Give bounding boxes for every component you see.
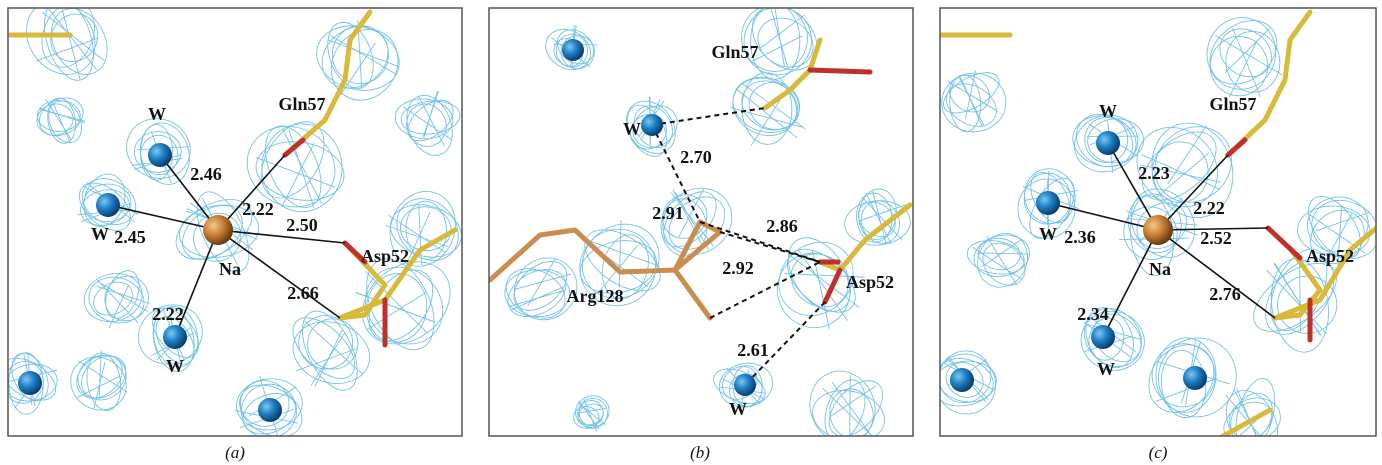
atom-label: W <box>1039 224 1057 244</box>
density-mesh <box>330 35 397 75</box>
density-mesh <box>256 157 336 187</box>
atom-label: Gln57 <box>1209 94 1256 114</box>
bond <box>218 230 345 243</box>
density-mesh <box>12 0 109 88</box>
distance-label: 2.34 <box>1077 304 1109 324</box>
panel-caption: (c) <box>1149 443 1168 462</box>
density-mesh <box>760 15 804 48</box>
distance-label: 2.91 <box>652 203 684 223</box>
sodium <box>1143 215 1173 245</box>
distance-label: 2.50 <box>286 215 318 235</box>
distance-label: 2.92 <box>722 258 754 278</box>
water <box>163 325 187 349</box>
figure: W W W Na Gln57 Asp52 2.46 2.22 2.45 2.50 2.22 2.66 (… <box>0 0 1382 465</box>
density-mesh <box>33 91 90 144</box>
density-mesh <box>46 99 72 139</box>
bond <box>1268 228 1300 258</box>
density-mesh <box>850 375 851 434</box>
panel-a <box>0 0 471 447</box>
distance-label: 2.45 <box>114 227 146 247</box>
water <box>950 368 974 392</box>
density-mesh <box>32 0 104 75</box>
bond <box>1228 140 1245 155</box>
atom-label: W <box>148 104 166 124</box>
water <box>148 143 172 167</box>
density-mesh <box>41 4 107 71</box>
distance-label: 2.86 <box>766 216 798 236</box>
distance-label: 2.61 <box>737 340 769 360</box>
water <box>734 374 756 396</box>
water <box>258 398 282 422</box>
hydrogen-bond <box>652 108 765 125</box>
panel-caption: (a) <box>225 443 245 462</box>
distance-label: 2.23 <box>1138 163 1170 183</box>
density-mesh <box>832 383 872 437</box>
density-mesh <box>52 100 70 143</box>
density-mesh <box>310 14 400 101</box>
distance-label: 2.46 <box>190 164 222 184</box>
panel-b <box>490 0 912 452</box>
water <box>562 39 584 61</box>
atom-label: W <box>91 224 109 244</box>
atom-label: Asp52 <box>846 272 894 292</box>
atom-label: Asp52 <box>1306 246 1354 266</box>
page: {"panels": [ {"caption": "(a)", "labels"… <box>0 0 1382 465</box>
distance-label: 2.70 <box>680 147 712 167</box>
bond <box>825 270 840 302</box>
water <box>18 371 42 395</box>
atom-label: W <box>729 399 747 419</box>
atom-label: Arg128 <box>567 286 624 306</box>
distance-label: 2.22 <box>152 304 184 324</box>
density-mesh <box>770 6 787 67</box>
atom-label: W <box>1099 101 1117 121</box>
density-mesh <box>98 280 138 322</box>
bond <box>1103 230 1158 337</box>
atom-label: Na <box>1149 259 1171 279</box>
atom-label: Gln57 <box>711 42 758 62</box>
atom-label: W <box>166 356 184 376</box>
density-mesh <box>71 348 134 408</box>
density-mesh <box>62 9 80 79</box>
sodium <box>203 215 233 245</box>
distance-label: 2.22 <box>242 199 274 219</box>
density-mesh <box>1233 28 1261 97</box>
density-mesh <box>528 259 556 306</box>
density-mesh <box>1229 40 1257 97</box>
density-mesh <box>94 362 105 410</box>
panel-caption: (b) <box>690 443 710 462</box>
panel-c <box>923 8 1382 463</box>
density-mesh <box>751 92 785 145</box>
atom-label: Na <box>219 259 241 279</box>
water <box>1183 366 1207 390</box>
distance-label: 2.66 <box>287 283 319 303</box>
density-mesh <box>619 220 621 288</box>
atom-label: W <box>623 119 641 139</box>
density-mesh <box>40 108 85 122</box>
density-mesh <box>752 36 802 61</box>
density-mesh <box>808 384 890 448</box>
atom-label: Gln57 <box>278 94 325 114</box>
density-mesh <box>385 225 447 246</box>
atom-label: W <box>1097 359 1115 379</box>
water <box>1036 191 1060 215</box>
water <box>1091 325 1115 349</box>
density-mesh <box>1225 28 1269 72</box>
water <box>641 114 663 136</box>
distance-label: 2.22 <box>1193 198 1225 218</box>
distance-label: 2.36 <box>1064 227 1096 247</box>
bond <box>810 70 870 72</box>
water <box>96 193 120 217</box>
distance-label: 2.52 <box>1200 228 1232 248</box>
water <box>1096 131 1120 155</box>
atom-label: Asp52 <box>361 246 409 266</box>
distance-label: 2.76 <box>1209 284 1241 304</box>
